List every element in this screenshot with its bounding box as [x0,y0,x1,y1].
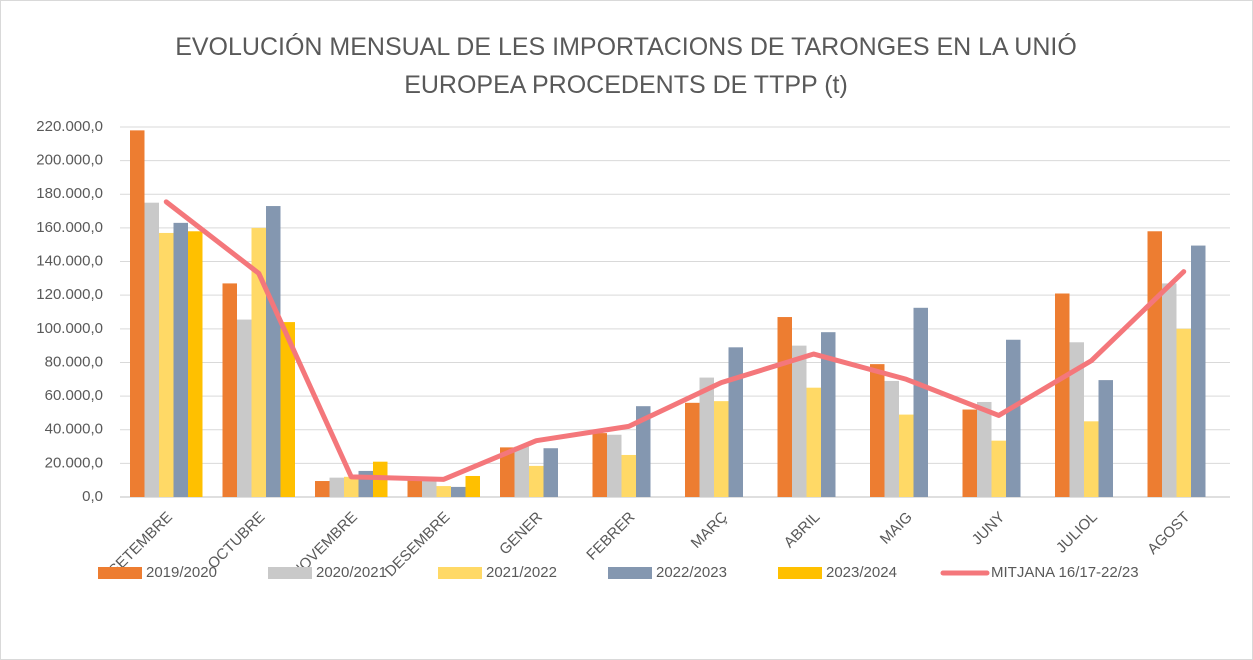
legend-label: 2022/2023 [656,564,727,581]
x-tick-label: AGOST [1144,509,1193,558]
legend-marker [268,567,312,579]
bar [266,206,281,497]
bar [699,377,714,497]
bar [159,232,174,498]
x-tick-label: ABRIL [781,509,824,552]
bar [451,486,466,497]
x-tick-label: JULIOL [1053,509,1101,557]
bar [144,202,159,497]
bar [436,486,451,497]
bar [251,227,266,497]
bar [714,401,729,497]
bar [592,433,607,497]
x-tick-label: MAIG [877,509,916,548]
x-tick-label: MARÇ [688,509,731,552]
bar [1147,231,1162,498]
bar [344,476,359,497]
bar [407,478,422,497]
bar [607,434,622,497]
bar [821,332,836,497]
bar [621,454,636,497]
bar [329,477,344,497]
legend-marker [438,567,482,579]
bar [1006,339,1021,497]
legend-label: 2020/2021 [316,564,387,581]
bar [1069,342,1084,497]
y-tick-label: 180.000,0 [36,185,103,202]
bar [1098,380,1113,497]
legend-marker [98,567,142,579]
bar [1191,245,1206,497]
bar [806,387,821,497]
legend-label: 2023/2024 [826,564,897,581]
bar [514,446,529,497]
bar [1084,421,1099,497]
bar [1176,328,1191,497]
bar [1055,293,1070,497]
bar [913,307,928,497]
bar [315,481,330,497]
y-tick-label: 100.000,0 [36,320,103,337]
x-tick-label: GENER [496,508,546,558]
y-tick-label: 120.000,0 [36,286,103,303]
x-tick-label: FEBRER [583,508,638,563]
bar [777,317,792,497]
bar [685,402,700,497]
legend-label: 2019/2020 [146,564,217,581]
y-tick-label: 140.000,0 [36,253,103,270]
line [163,199,1187,482]
bar [280,322,295,497]
bar [529,465,544,497]
bar [173,222,188,497]
y-tick-label: 40.000,0 [45,421,103,438]
bar [222,283,237,497]
bar [728,347,743,497]
y-tick-label: 200.000,0 [36,152,103,169]
bar [870,364,885,497]
legend-marker [608,567,652,579]
bar [543,448,558,497]
bar [899,414,914,497]
y-tick-label: 220.000,0 [36,118,103,135]
bar [188,231,203,498]
y-tick-label: 80.000,0 [45,353,103,370]
bar [237,319,252,497]
y-tick-label: 0,0 [82,488,103,505]
bar [884,380,899,497]
bar [991,440,1006,497]
bar [792,345,807,497]
bar [977,401,992,497]
bar [465,475,480,497]
x-tick-label: JUNY [969,509,1009,549]
bar [1162,283,1177,497]
bar [962,409,977,497]
y-tick-label: 160.000,0 [36,219,103,236]
y-tick-label: 60.000,0 [45,387,103,404]
legend-marker [778,567,822,579]
bar [500,447,515,497]
bar [422,478,437,497]
x-tick-label: OCTUBRE [205,509,269,573]
chart-title: EVOLUCIÓN MENSUAL DE LES IMPORTACIONS DE… [175,33,1077,99]
bar [130,130,145,497]
legend-label: 2021/2022 [486,564,557,581]
legend-label: MITJANA 16/17-22/23 [991,564,1139,581]
y-tick-label: 20.000,0 [45,454,103,471]
bar [636,406,651,497]
